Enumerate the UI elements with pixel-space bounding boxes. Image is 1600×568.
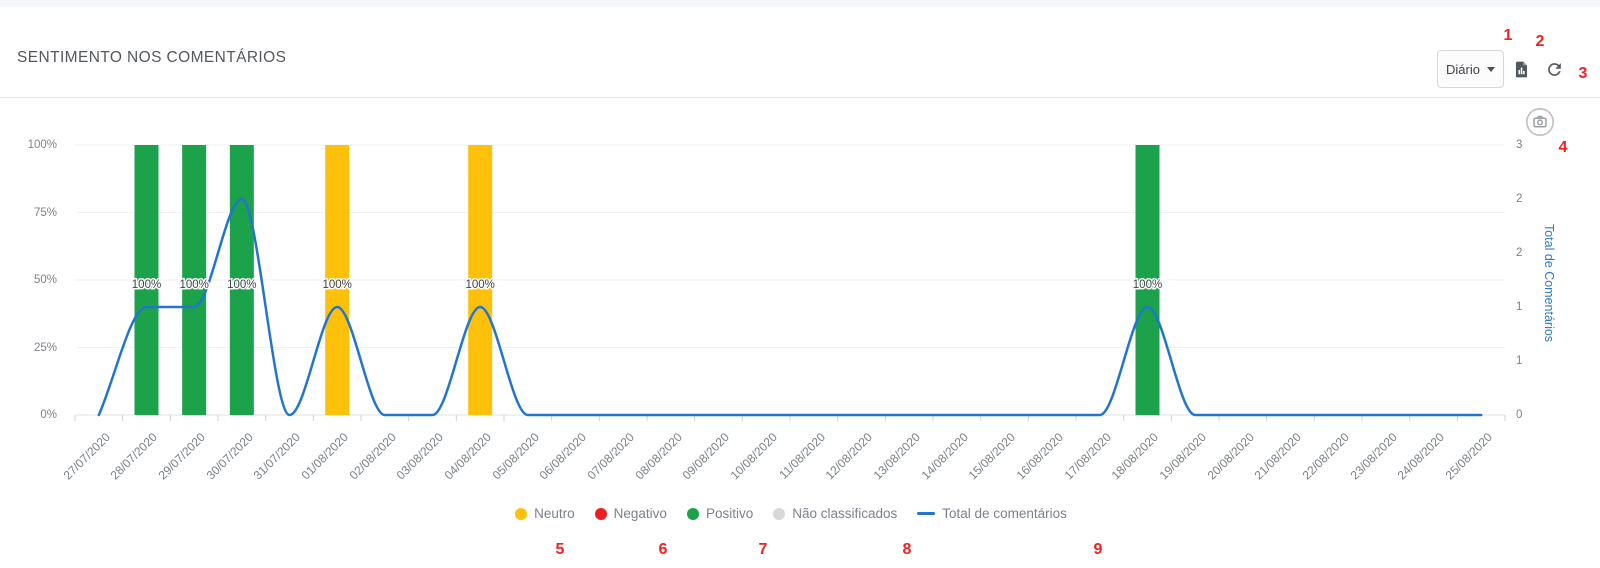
y-left-tick-label: 50% <box>33 274 57 286</box>
bar-value-label: 100% <box>132 279 161 291</box>
camera-icon <box>1525 107 1555 140</box>
bar-value-label: 100% <box>179 279 208 291</box>
refresh-icon <box>1545 60 1564 79</box>
sentiment-bar-positivo <box>229 145 254 415</box>
period-dropdown-value: Diário <box>1446 61 1480 77</box>
x-axis-date-label: 04/08/2020 <box>441 430 495 483</box>
legend-line-marker <box>917 512 936 515</box>
legend-dot-marker <box>686 507 699 520</box>
x-axis-date-label: 29/07/2020 <box>155 430 209 483</box>
export-report-icon <box>1512 60 1531 79</box>
y-right-tick-label: 1 <box>1516 301 1523 313</box>
x-axis-date-label: 19/08/2020 <box>1156 430 1210 483</box>
bar-value-label: 100% <box>227 279 256 291</box>
legend-label: Total de comentários <box>942 506 1067 521</box>
y-left-tick-label: 25% <box>33 341 57 354</box>
chart-screenshot-button[interactable] <box>1525 107 1555 137</box>
x-axis-date-label: 30/07/2020 <box>203 430 256 483</box>
x-axis-date-label: 07/08/2020 <box>584 430 638 483</box>
bar-value-label: 100% <box>322 279 351 291</box>
x-axis-date-label: 18/08/2020 <box>1109 430 1162 483</box>
annotation-mark-6: 6 <box>658 541 668 558</box>
right-axis-title: Total de Comentários <box>1542 223 1556 343</box>
refresh-button[interactable] <box>1541 56 1567 82</box>
y-right-tick-label: 2 <box>1516 247 1523 259</box>
x-axis-date-label: 13/08/2020 <box>870 430 924 483</box>
legend-label: Negativo <box>613 506 667 521</box>
annotation-mark-9: 9 <box>1093 541 1103 558</box>
annotation-mark-1: 1 <box>1503 27 1513 44</box>
y-right-tick-label: 1 <box>1516 355 1523 367</box>
legend-dot-marker <box>594 507 607 520</box>
x-axis-date-label: 12/08/2020 <box>823 430 876 483</box>
x-axis-date-label: 27/07/2020 <box>60 430 113 483</box>
annotation-mark-4: 4 <box>1558 139 1568 156</box>
annotation-mark-2: 2 <box>1535 33 1545 50</box>
period-dropdown[interactable]: Diário <box>1437 50 1504 88</box>
x-axis-date-label: 17/08/2020 <box>1061 430 1114 483</box>
legend-label: Neutro <box>534 506 575 521</box>
caret-down-icon <box>1486 66 1495 72</box>
x-axis-date-label: 15/08/2020 <box>966 430 1019 483</box>
bar-value-label: 100% <box>1133 279 1162 291</box>
x-axis-date-label: 24/08/2020 <box>1395 430 1448 483</box>
x-axis-date-label: 05/08/2020 <box>489 430 542 483</box>
x-axis-date-label: 31/07/2020 <box>251 430 304 483</box>
page-title: SENTIMENTO NOS COMENTÁRIOS <box>17 49 287 66</box>
x-axis-date-label: 08/08/2020 <box>632 430 685 483</box>
y-left-tick-label: 0% <box>40 409 57 421</box>
x-axis-date-label: 03/08/2020 <box>394 430 447 483</box>
y-left-tick-label: 75% <box>33 206 57 219</box>
legend-label: Não classificados <box>792 506 898 521</box>
legend-label: Positivo <box>705 506 754 521</box>
y-left-tick-label: 100% <box>27 139 57 151</box>
annotation-mark-3: 3 <box>1578 65 1588 82</box>
x-axis-date-label: 14/08/2020 <box>918 430 971 483</box>
legend-item-negativo[interactable]: Negativo <box>594 506 667 521</box>
x-axis-date-label: 10/08/2020 <box>727 430 781 483</box>
x-axis-date-label: 28/07/2020 <box>108 430 161 483</box>
x-axis-date-label: 25/08/2020 <box>1442 430 1496 483</box>
chart-plot-area: 100% 100% 100% 100% 100% 100% <box>74 144 1506 421</box>
annotation-mark-8: 8 <box>902 541 912 558</box>
legend-item-positivo[interactable]: Positivo <box>686 506 754 521</box>
annotation-mark-7: 7 <box>758 541 768 558</box>
x-axis-date-label: 23/08/2020 <box>1347 430 1400 483</box>
header-divider <box>0 97 1600 98</box>
total-comments-line <box>97 197 1483 417</box>
top-strip <box>0 0 1600 7</box>
legend-item-neutro[interactable]: Neutro <box>515 506 575 521</box>
x-axis-date-label: 02/08/2020 <box>346 430 399 483</box>
legend-item-total-de-comentários[interactable]: Total de comentários <box>917 506 1067 521</box>
y-right-tick-label: 0 <box>1516 409 1523 421</box>
x-axis-date-label: 16/08/2020 <box>1013 430 1067 483</box>
x-axis-date-label: 11/08/2020 <box>776 430 828 482</box>
x-axis-date-label: 01/08/2020 <box>298 430 352 483</box>
chart-legend: Neutro Negativo Positivo Não classificados T… <box>0 506 1582 521</box>
x-axis-date-label: 22/08/2020 <box>1299 430 1353 483</box>
y-right-tick-label: 2 <box>1516 193 1523 205</box>
legend-item-não-classificados[interactable]: Não classificados <box>773 506 897 521</box>
x-axis-date-label: 06/08/2020 <box>537 430 590 483</box>
sentiment-bar-neutro <box>325 145 350 415</box>
sentiment-bar-positivo <box>134 145 159 415</box>
bar-value-label: 100% <box>465 279 494 291</box>
export-report-button[interactable] <box>1508 56 1534 82</box>
legend-dot-marker <box>515 507 528 520</box>
sentiment-bar-neutro <box>468 145 493 415</box>
y-right-tick-label: 3 <box>1516 139 1523 151</box>
x-axis-date-label: 21/08/2020 <box>1252 430 1305 483</box>
annotation-mark-5: 5 <box>555 541 565 558</box>
sentiment-bar-positivo <box>1135 145 1160 415</box>
sentiment-bar-positivo <box>182 145 207 415</box>
x-axis-date-label: 09/08/2020 <box>680 430 733 483</box>
x-axis-date-label: 20/08/2020 <box>1204 430 1257 483</box>
legend-dot-marker <box>773 507 786 520</box>
